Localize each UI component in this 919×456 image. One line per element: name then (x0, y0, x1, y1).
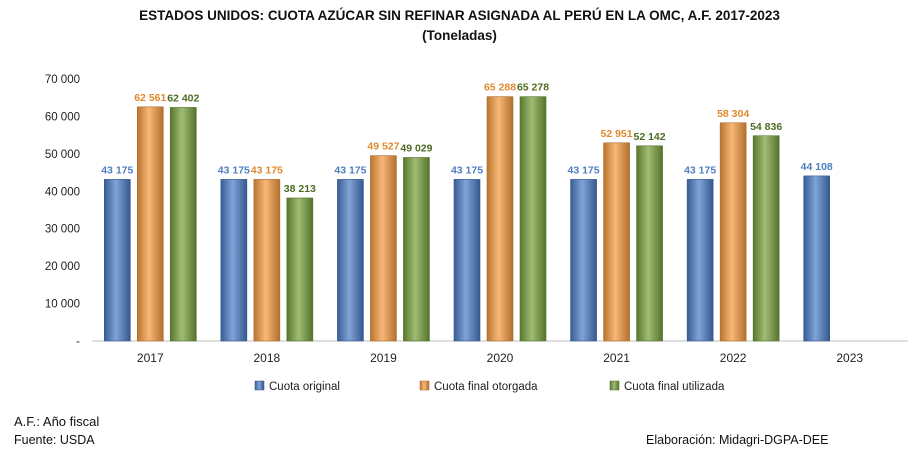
chart-subtitle: (Toneladas) (422, 28, 497, 43)
x-tick-label: 2017 (137, 351, 164, 365)
data-label: 65 278 (517, 82, 549, 94)
data-label: 65 288 (484, 82, 516, 94)
y-tick-label: 20 000 (45, 261, 80, 273)
y-tick-label: 50 000 (45, 149, 80, 161)
bar (136, 106, 164, 342)
data-label: 43 175 (251, 164, 283, 176)
bar (103, 179, 131, 342)
data-label: 62 561 (134, 92, 166, 104)
data-label: 62 402 (167, 92, 199, 104)
bar (403, 157, 430, 342)
bar (603, 142, 630, 342)
bar (253, 179, 281, 342)
bar (286, 197, 314, 342)
data-label: 43 175 (684, 164, 716, 176)
data-label: 43 175 (334, 164, 366, 176)
y-tick-label: 30 000 (45, 224, 80, 236)
bar (370, 155, 397, 342)
legend-swatch (254, 380, 265, 391)
x-tick-label: 2023 (836, 351, 863, 365)
data-label: 49 527 (367, 141, 399, 153)
bar (636, 145, 663, 342)
data-label: 52 951 (601, 128, 633, 140)
legend-label: Cuota final otorgada (434, 381, 538, 393)
legend-swatch (419, 380, 430, 391)
data-label: 43 175 (218, 164, 250, 176)
source-note: Fuente: USDA (14, 433, 95, 447)
y-tick-label: 40 000 (45, 186, 80, 198)
bar (169, 107, 197, 342)
bar (719, 122, 747, 342)
bar (803, 175, 831, 342)
bar (337, 179, 364, 342)
data-label: 43 175 (568, 164, 600, 176)
data-label: 58 304 (717, 108, 749, 120)
credit-note: Elaboración: Midagri-DGPA-DEE (646, 433, 829, 447)
data-label: 43 175 (451, 164, 483, 176)
legend-label: Cuota original (269, 381, 340, 393)
legend-swatch (609, 380, 620, 391)
x-tick-label: 2022 (720, 351, 747, 365)
y-tick-label: - (76, 336, 80, 348)
x-tick-label: 2020 (487, 351, 514, 365)
chart-title: ESTADOS UNIDOS: CUOTA AZÚCAR SIN REFINAR… (139, 8, 780, 23)
bar (453, 179, 481, 342)
x-tick-label: 2021 (603, 351, 630, 365)
fiscal-year-note: A.F.: Año fiscal (14, 414, 100, 429)
bar (519, 96, 547, 342)
y-tick-label: 70 000 (45, 74, 80, 86)
data-label: 44 108 (801, 161, 833, 173)
legend-label: Cuota final utilizada (624, 381, 725, 393)
data-label: 43 175 (101, 164, 133, 176)
bar (686, 179, 714, 342)
data-label: 38 213 (284, 183, 316, 195)
data-label: 49 029 (400, 142, 432, 154)
y-tick-label: 10 000 (45, 299, 80, 311)
bar (752, 135, 780, 342)
x-tick-label: 2019 (370, 351, 397, 365)
data-label: 52 142 (634, 131, 666, 143)
data-label: 54 836 (750, 121, 782, 133)
bar (486, 96, 514, 342)
bar (570, 179, 597, 342)
bar (220, 179, 248, 342)
x-tick-label: 2018 (254, 351, 281, 365)
y-tick-label: 60 000 (45, 111, 80, 123)
